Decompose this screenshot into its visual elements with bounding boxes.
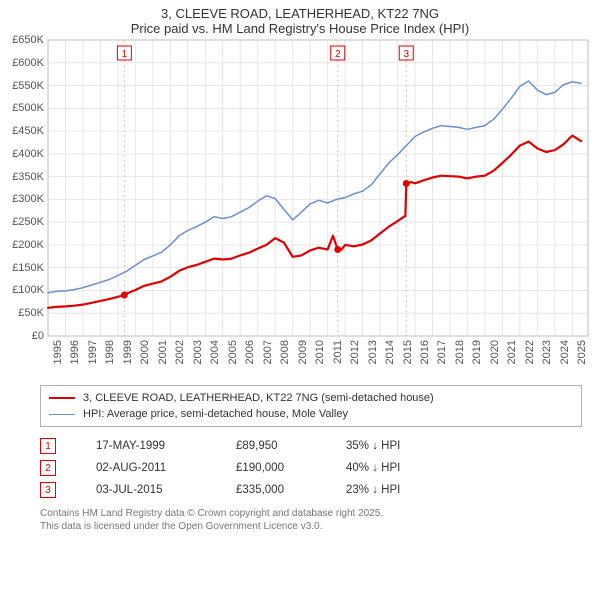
y-tick-label: £500K [4,102,44,114]
x-tick-label: 2002 [174,340,186,364]
sale-delta: 23% ↓ HPI [346,484,400,496]
x-tick-label: 2012 [349,340,361,364]
legend-swatch [49,397,75,399]
y-axis-labels: £0£50K£100K£150K£200K£250K£300K£350K£400… [0,36,44,336]
root: 3, CLEEVE ROAD, LEATHERHEAD, KT22 7NG Pr… [0,0,600,590]
x-tick-label: 2004 [209,340,221,364]
footer-line-2: This data is licensed under the Open Gov… [40,520,582,533]
chart-title: 3, CLEEVE ROAD, LEATHERHEAD, KT22 7NG Pr… [0,0,600,36]
sale-price: £89,950 [236,440,346,452]
chart-plot: £0 £50K £100K £150K £200K £250K £300K £350K £400… [0,36,600,381]
x-tick-label: 1997 [87,340,99,364]
y-tick-label: £50K [4,307,44,319]
x-tick-label: 2009 [297,340,309,364]
sale-delta: 40% ↓ HPI [346,462,400,474]
y-tick-label: £100K [4,284,44,296]
x-tick-label: 1999 [122,340,134,364]
x-tick-label: 2017 [436,340,448,364]
legend-item: HPI: Average price, semi-detached house,… [49,406,573,422]
x-tick-label: 2007 [262,340,274,364]
x-tick-label: 2025 [576,340,588,364]
x-tick-label: 2008 [279,340,291,364]
svg-text:1: 1 [122,49,128,60]
legend: 3, CLEEVE ROAD, LEATHERHEAD, KT22 7NG (s… [40,385,582,427]
x-tick-label: 2005 [227,340,239,364]
x-tick-label: 2018 [454,340,466,364]
y-tick-label: £250K [4,216,44,228]
x-tick-label: 2014 [384,340,396,364]
y-tick-label: £0 [4,330,44,342]
sale-price: £335,000 [236,484,346,496]
svg-text:3: 3 [403,49,409,60]
sale-date: 17-MAY-1999 [96,440,236,452]
y-tick-label: £450K [4,125,44,137]
x-tick-label: 2022 [524,340,536,364]
x-tick-label: 1995 [52,340,64,364]
legend-item: 3, CLEEVE ROAD, LEATHERHEAD, KT22 7NG (s… [49,390,573,406]
y-tick-label: £300K [4,193,44,205]
sale-marker-icon: 2 [40,460,56,476]
x-tick-label: 1998 [104,340,116,364]
y-tick-label: £600K [4,57,44,69]
sale-date: 02-AUG-2011 [96,462,236,474]
sales-table: 1 17-MAY-1999£89,95035% ↓ HPI 2 02-AUG-2011… [40,435,582,501]
footer-line-1: Contains HM Land Registry data © Crown c… [40,507,582,520]
x-tick-label: 2013 [367,340,379,364]
legend-label: 3, CLEEVE ROAD, LEATHERHEAD, KT22 7NG (s… [83,392,434,404]
y-tick-label: £150K [4,262,44,274]
sale-marker-icon: 1 [40,438,56,454]
x-tick-label: 2023 [541,340,553,364]
x-tick-label: 2024 [559,340,571,364]
attribution-footer: Contains HM Land Registry data © Crown c… [40,507,582,533]
x-tick-label: 2021 [506,340,518,364]
title-line-1: 3, CLEEVE ROAD, LEATHERHEAD, KT22 7NG [0,6,600,21]
y-tick-label: £550K [4,80,44,92]
y-tick-label: £200K [4,239,44,251]
x-tick-label: 2015 [402,340,414,364]
svg-text:2: 2 [335,49,341,60]
chart-svg: 1 2 3 [0,36,600,381]
legend-label: HPI: Average price, semi-detached house,… [83,408,348,420]
sale-price: £190,000 [236,462,346,474]
legend-swatch [49,414,75,415]
sale-row: 1 17-MAY-1999£89,95035% ↓ HPI [40,435,582,457]
x-tick-label: 2003 [192,340,204,364]
title-line-2: Price paid vs. HM Land Registry's House … [0,21,600,36]
x-tick-label: 2006 [244,340,256,364]
x-tick-label: 2011 [332,340,344,364]
x-axis-labels: 1995 1996 1997 1998 1999 2000 2001 2002 2003 2004… [48,340,588,380]
x-tick-label: 2020 [489,340,501,364]
sale-row: 2 02-AUG-2011£190,00040% ↓ HPI [40,457,582,479]
sale-row: 3 03-JUL-2015£335,00023% ↓ HPI [40,479,582,501]
sale-delta: 35% ↓ HPI [346,440,400,452]
y-tick-label: £350K [4,171,44,183]
y-tick-label: £400K [4,148,44,160]
x-tick-label: 2000 [139,340,151,364]
x-tick-label: 1996 [69,340,81,364]
sale-date: 03-JUL-2015 [96,484,236,496]
x-tick-label: 2010 [314,340,326,364]
y-tick-label: £650K [4,34,44,46]
x-tick-label: 2019 [471,340,483,364]
x-tick-label: 2016 [419,340,431,364]
x-tick-label: 2001 [157,340,169,364]
sale-marker-icon: 3 [40,482,56,498]
